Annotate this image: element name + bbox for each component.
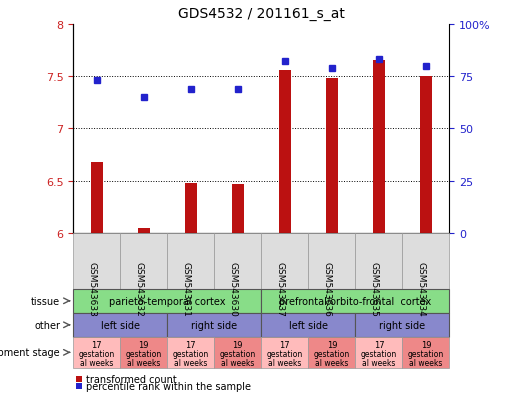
Text: gestation: gestation: [361, 349, 397, 358]
Text: GSM543632: GSM543632: [135, 261, 144, 316]
Text: 19: 19: [138, 340, 149, 349]
Text: gestation: gestation: [173, 349, 209, 358]
Text: 19: 19: [233, 340, 243, 349]
Text: right side: right side: [379, 320, 426, 330]
Text: al weeks: al weeks: [80, 358, 114, 367]
Bar: [232, 184, 244, 233]
Text: 17: 17: [91, 340, 102, 349]
Bar: [279, 71, 291, 233]
Text: al weeks: al weeks: [127, 358, 161, 367]
Bar: [138, 228, 149, 233]
Text: prefrontal/orbito-frontal  cortex: prefrontal/orbito-frontal cortex: [279, 296, 431, 306]
Text: al weeks: al weeks: [315, 358, 348, 367]
Text: left side: left side: [101, 320, 140, 330]
Text: 17: 17: [185, 340, 196, 349]
Text: gestation: gestation: [79, 349, 115, 358]
Text: gestation: gestation: [314, 349, 350, 358]
Text: 17: 17: [280, 340, 290, 349]
Bar: [185, 183, 196, 233]
Text: parieto-temporal cortex: parieto-temporal cortex: [109, 296, 226, 306]
Text: 19: 19: [327, 340, 337, 349]
Text: percentile rank within the sample: percentile rank within the sample: [86, 381, 251, 391]
Text: GSM543634: GSM543634: [417, 261, 426, 316]
Bar: [91, 162, 103, 233]
Text: 19: 19: [421, 340, 431, 349]
Bar: [373, 61, 385, 233]
Bar: [420, 77, 432, 233]
Text: gestation: gestation: [126, 349, 162, 358]
Bar: [326, 79, 338, 233]
Text: al weeks: al weeks: [409, 358, 442, 367]
Text: other: other: [34, 320, 60, 330]
Text: al weeks: al weeks: [362, 358, 395, 367]
Text: right side: right side: [191, 320, 237, 330]
Text: gestation: gestation: [220, 349, 256, 358]
Text: GSM543636: GSM543636: [323, 261, 332, 316]
Text: transformed count: transformed count: [86, 374, 177, 384]
Text: gestation: gestation: [267, 349, 303, 358]
Text: 17: 17: [374, 340, 384, 349]
Text: al weeks: al weeks: [268, 358, 301, 367]
Text: GSM543635: GSM543635: [370, 261, 379, 316]
Text: left side: left side: [289, 320, 328, 330]
Title: GDS4532 / 201161_s_at: GDS4532 / 201161_s_at: [178, 7, 345, 21]
Text: tissue: tissue: [31, 296, 60, 306]
Text: development stage: development stage: [0, 347, 60, 358]
Text: GSM543631: GSM543631: [182, 261, 191, 316]
Text: al weeks: al weeks: [174, 358, 208, 367]
Text: GSM543630: GSM543630: [229, 261, 238, 316]
Text: al weeks: al weeks: [221, 358, 255, 367]
Text: GSM543637: GSM543637: [276, 261, 285, 316]
Text: gestation: gestation: [408, 349, 444, 358]
Text: GSM543633: GSM543633: [88, 261, 97, 316]
